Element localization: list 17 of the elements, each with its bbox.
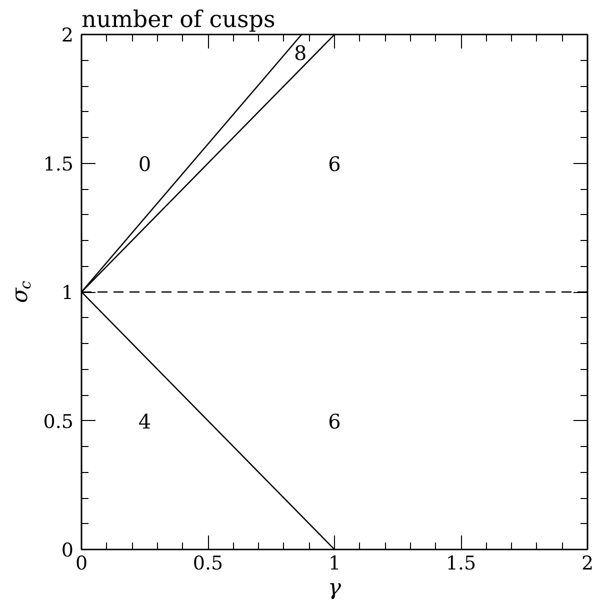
x-tick-label: 1.5 bbox=[446, 552, 476, 574]
y-tick-label: 2 bbox=[61, 24, 74, 46]
annotation: 6 bbox=[328, 409, 341, 434]
annotation: 6 bbox=[328, 152, 341, 176]
annotation: 0 bbox=[138, 152, 152, 176]
chart-title: number of cusps bbox=[82, 7, 276, 33]
y-tick-label: 0.5 bbox=[43, 410, 74, 433]
y-axis-title: σc bbox=[8, 280, 34, 303]
annotation: 4 bbox=[138, 409, 152, 434]
y-tick-label: 1.5 bbox=[43, 153, 74, 176]
x-tick-label: 0 bbox=[75, 552, 88, 574]
x-tick-label: 1 bbox=[328, 552, 341, 574]
x-axis-title: γ bbox=[328, 576, 342, 600]
x-tick-label: 2 bbox=[581, 552, 594, 574]
annotation: 8 bbox=[294, 41, 307, 66]
y-tick-label: 1 bbox=[61, 282, 74, 304]
x-tick-label: 0.5 bbox=[192, 552, 224, 574]
